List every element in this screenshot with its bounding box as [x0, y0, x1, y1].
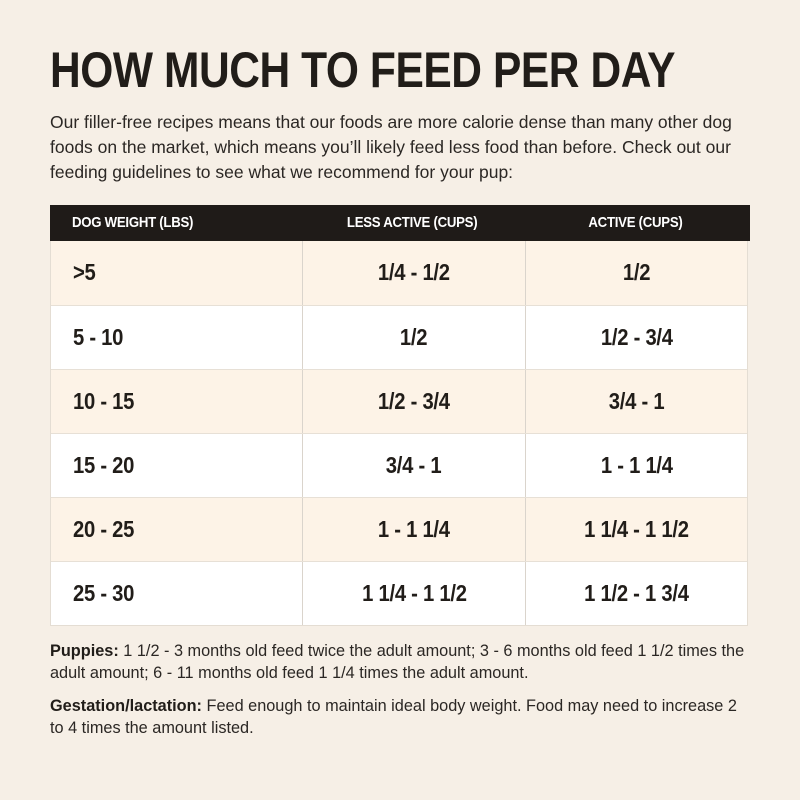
column-header-less-active: LESS ACTIVE (CUPS) [347, 214, 478, 231]
cell-less-active: 1/2 [302, 305, 525, 369]
cell-less-active: 3/4 - 1 [302, 433, 525, 497]
cell-less-active: 1/2 - 3/4 [302, 369, 525, 433]
table-body: >5 1/4 - 1/2 1/2 5 - 10 1/2 1/2 - 3/4 10… [51, 240, 747, 625]
cell-weight: 20 - 25 [73, 515, 135, 542]
note-gestation-label: Gestation/lactation: [50, 696, 202, 715]
column-header-active: ACTIVE (CUPS) [587, 214, 683, 231]
note-puppies-text: 1 1/2 - 3 months old feed twice the adul… [50, 641, 745, 683]
cell-active: 3/4 - 1 [525, 369, 747, 433]
cell-active: 1/2 [525, 240, 747, 305]
feeding-guide-table: DOG WEIGHT (LBS) LESS ACTIVE (CUPS) ACTI… [50, 204, 750, 626]
note-gestation: Gestation/lactation: Feed enough to main… [50, 695, 754, 740]
cell-weight: 5 - 10 [73, 323, 124, 350]
table-row: 5 - 10 1/2 1/2 - 3/4 [51, 304, 747, 369]
table-row: 20 - 25 1 - 1 1/4 1 1/4 - 1 1/2 [51, 496, 747, 561]
table-row: >5 1/4 - 1/2 1/2 [51, 240, 747, 305]
page-title: HOW MUCH TO FEED PER DAY [50, 42, 676, 98]
cell-weight: 25 - 30 [73, 579, 135, 606]
note-puppies-label: Puppies: [50, 641, 119, 660]
cell-less-active: 1 1/4 - 1 1/2 [302, 561, 525, 625]
note-puppies: Puppies: 1 1/2 - 3 months old feed twice… [50, 640, 754, 685]
cell-weight: 15 - 20 [73, 451, 135, 478]
footnotes: Puppies: 1 1/2 - 3 months old feed twice… [50, 640, 754, 740]
table-row: 15 - 20 3/4 - 1 1 - 1 1/4 [51, 432, 747, 497]
cell-weight: >5 [73, 259, 96, 285]
cell-less-active: 1/4 - 1/2 [302, 240, 525, 305]
cell-weight: 10 - 15 [73, 387, 135, 414]
cell-active: 1 - 1 1/4 [525, 433, 747, 497]
intro-paragraph: Our filler-free recipes means that our f… [50, 111, 732, 182]
column-header-dog-weight: DOG WEIGHT (LBS) [72, 214, 194, 231]
table-row: 25 - 30 1 1/4 - 1 1/2 1 1/2 - 1 3/4 [51, 560, 747, 625]
cell-less-active: 1 - 1 1/4 [302, 497, 525, 561]
cell-active: 1/2 - 3/4 [525, 305, 747, 369]
table-row: 10 - 15 1/2 - 3/4 3/4 - 1 [51, 368, 747, 433]
cell-active: 1 1/4 - 1 1/2 [525, 497, 747, 561]
cell-active: 1 1/2 - 1 3/4 [525, 561, 747, 625]
table-header-row: DOG WEIGHT (LBS) LESS ACTIVE (CUPS) ACTI… [50, 204, 750, 241]
note-gestation-text: Feed enough to maintain ideal body weigh… [50, 696, 737, 738]
